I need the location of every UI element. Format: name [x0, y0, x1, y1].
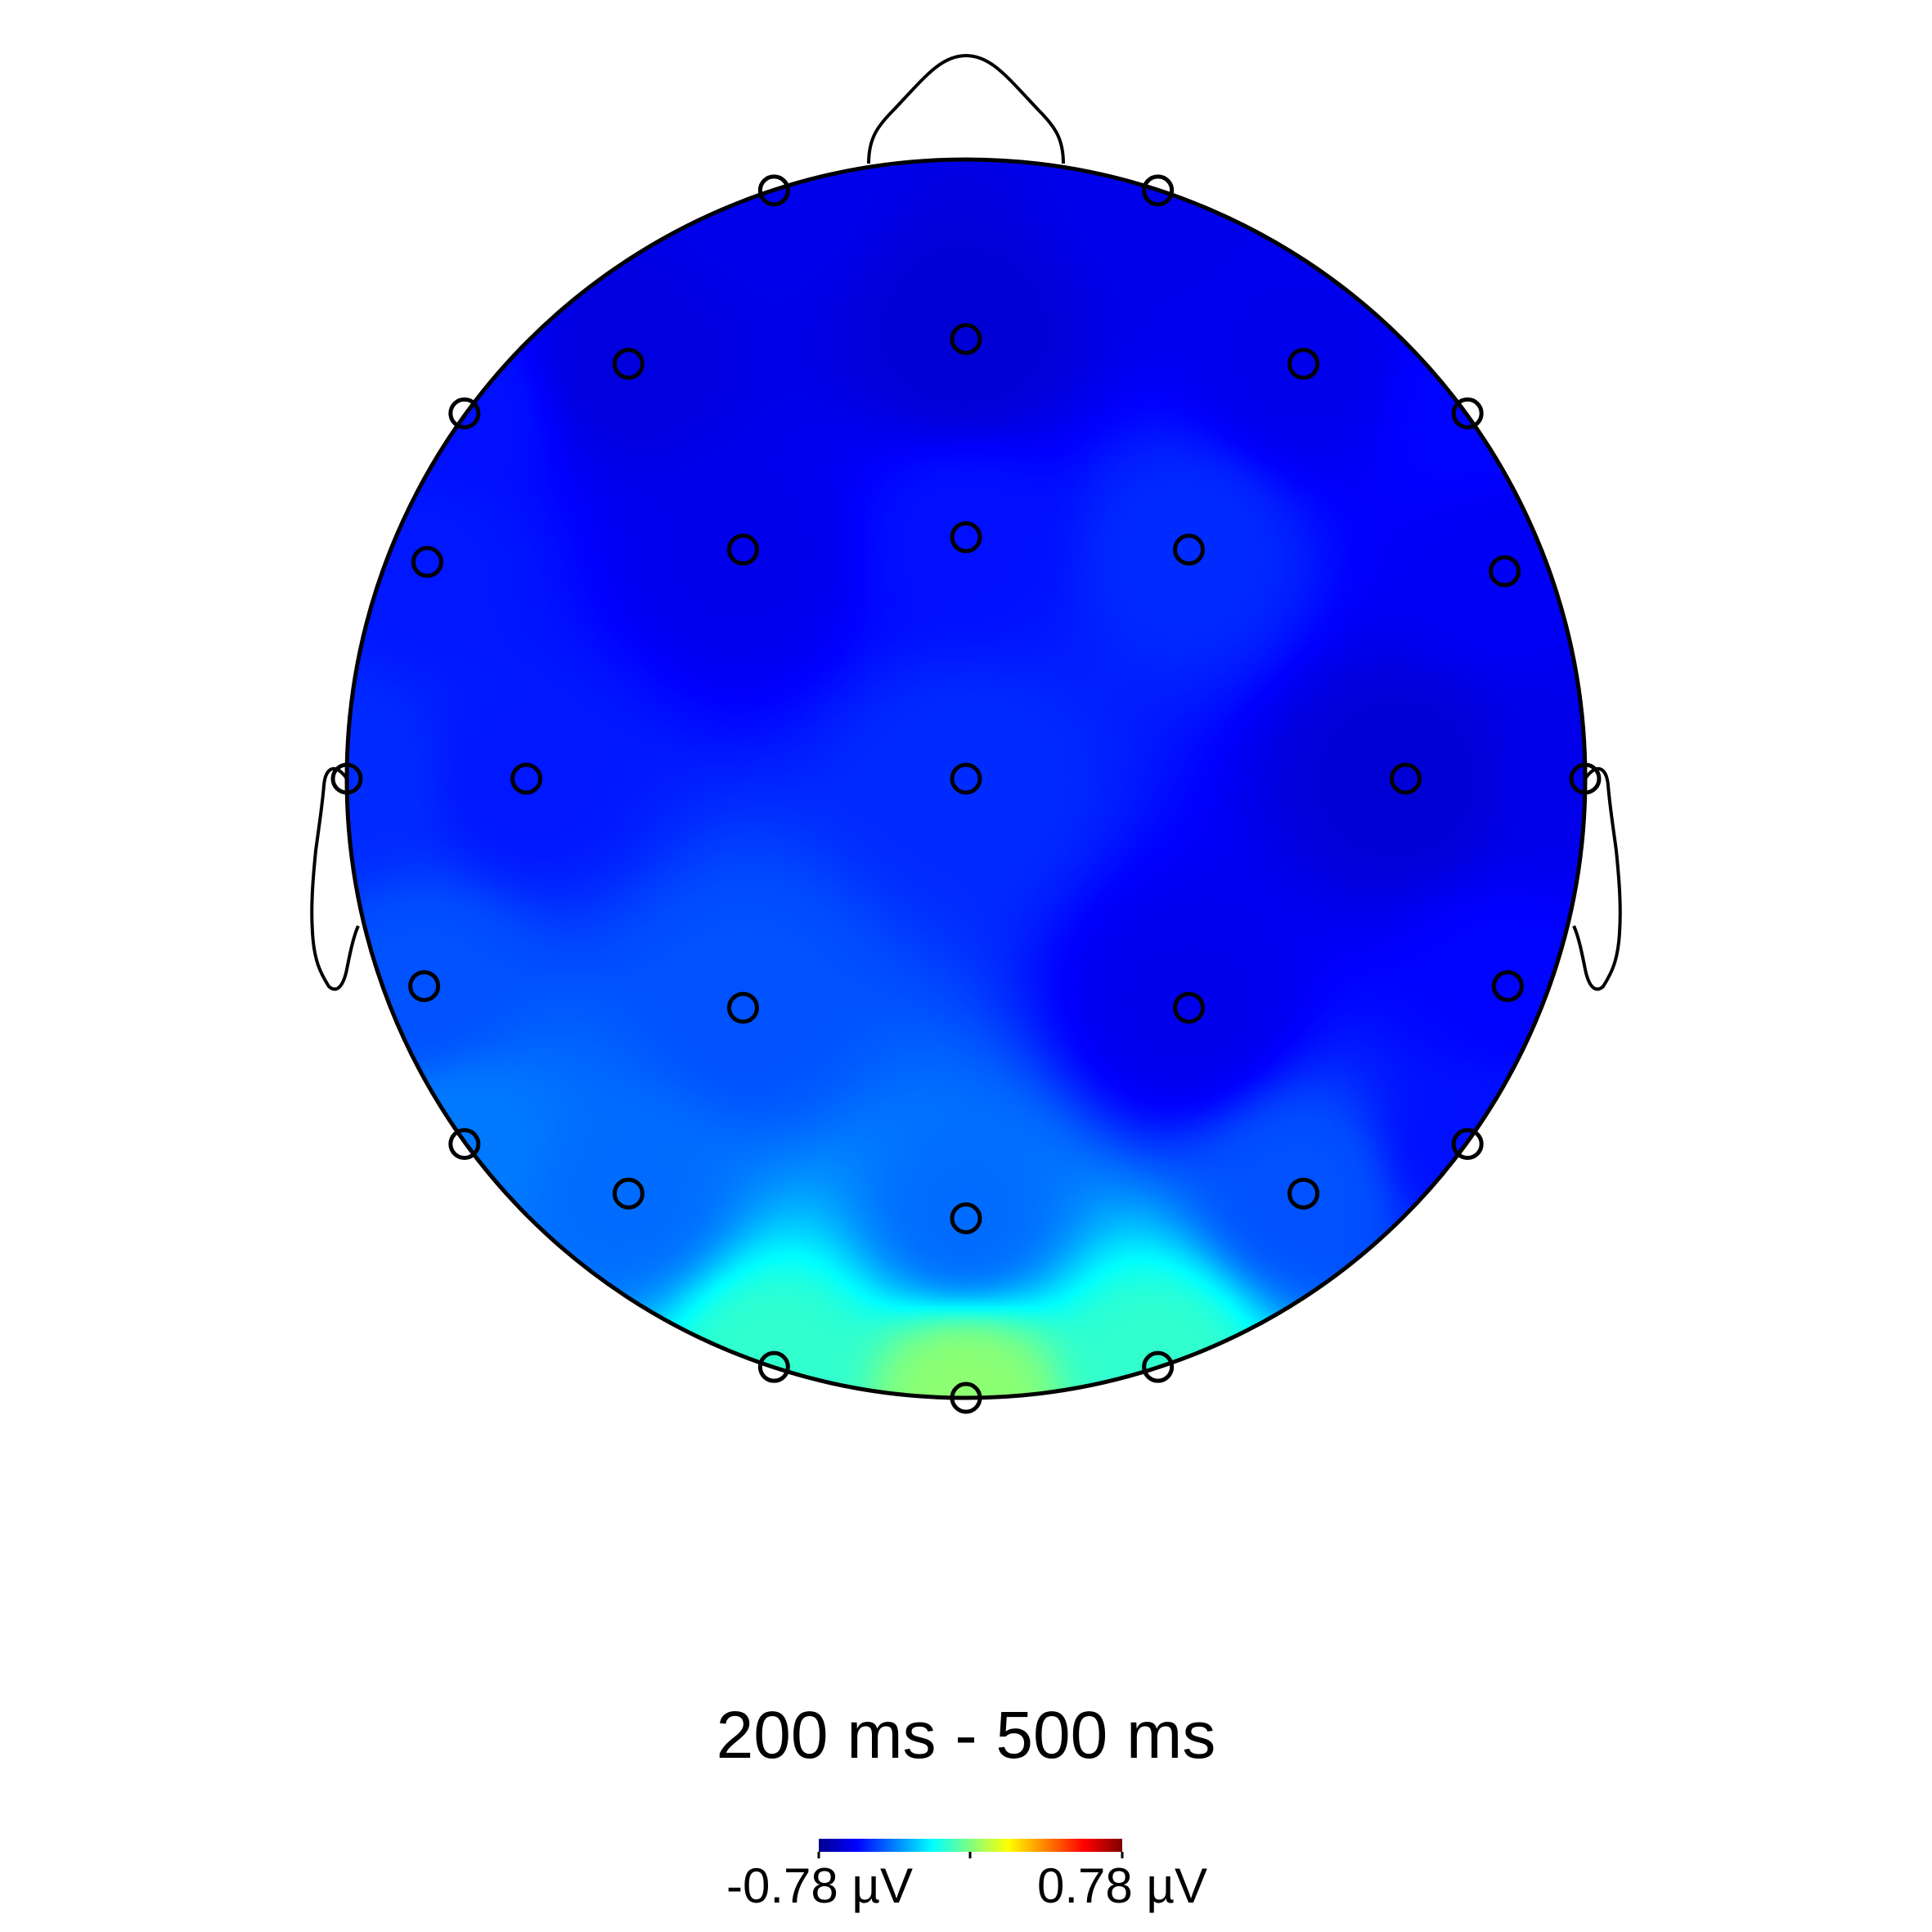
electrode-marker — [950, 1382, 982, 1414]
electrode-marker — [1489, 555, 1521, 587]
electrode-marker — [411, 546, 443, 578]
right-ear-outline — [1572, 766, 1622, 991]
nose-outline — [867, 53, 1065, 164]
electrode-marker — [950, 323, 982, 356]
electrode-marker — [726, 991, 759, 1024]
electrode-marker — [950, 762, 982, 795]
electrode-markers — [330, 174, 1602, 1414]
colorbar-max-label: 0.78 µV — [1037, 1858, 1207, 1913]
chart-title: 200 ms - 500 ms — [717, 1698, 1216, 1772]
colorbar-min-label: -0.78 µV — [726, 1858, 913, 1913]
colorbar — [819, 1839, 1122, 1852]
electrode-marker — [330, 762, 363, 795]
electrode-marker — [408, 970, 441, 1003]
electrode-marker — [448, 397, 481, 429]
electrode-marker — [757, 1350, 790, 1383]
electrode-marker — [1173, 991, 1206, 1024]
scalp-potential-map — [347, 160, 1585, 1398]
electrode-marker — [1142, 174, 1175, 207]
electrode-marker — [612, 1177, 645, 1210]
head-outline — [344, 157, 1588, 1400]
electrode-marker — [1173, 533, 1206, 566]
electrode-marker — [1451, 1128, 1484, 1161]
left-ear-outline — [310, 766, 360, 991]
electrode-marker — [448, 1128, 481, 1161]
electrode-marker — [1491, 970, 1524, 1003]
electrode-marker — [510, 762, 543, 795]
electrode-marker — [1451, 397, 1484, 429]
electrode-marker — [1389, 762, 1422, 795]
electrode-marker — [726, 533, 759, 566]
electrode-marker — [950, 1202, 982, 1234]
electrode-marker — [950, 521, 982, 554]
electrode-marker — [1142, 1350, 1175, 1383]
electrode-marker — [612, 348, 645, 380]
electrode-marker — [1569, 762, 1602, 795]
electrode-marker — [757, 174, 790, 207]
electrode-marker — [1287, 348, 1320, 380]
electrode-marker — [1287, 1177, 1320, 1210]
